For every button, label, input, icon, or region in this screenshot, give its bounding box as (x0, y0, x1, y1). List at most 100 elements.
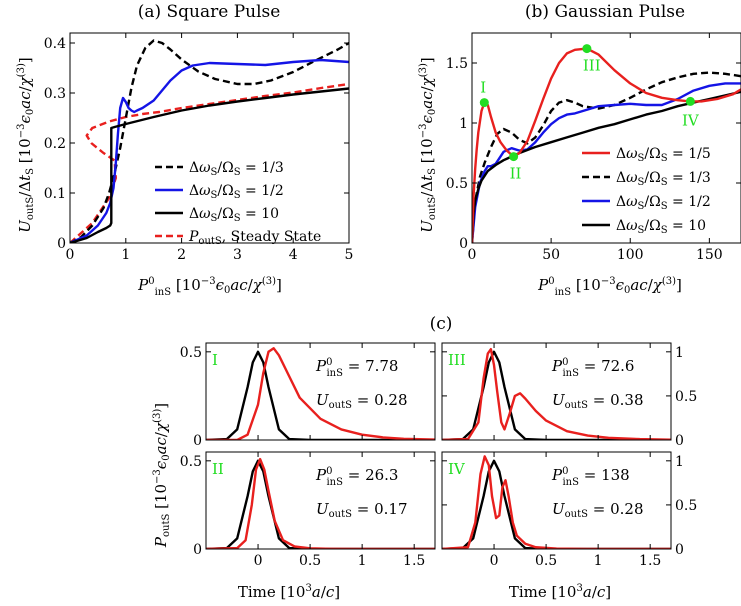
chart-b-frame (471, 32, 741, 244)
chart-c-p-in-annotation: P0 inS = 7.78 (315, 357, 398, 379)
chart-a-xlabel: P0inS [10−3ϵ0ac/χ(3)] (137, 276, 282, 298)
chart-c-II-ytick-label: 0 (193, 542, 202, 558)
chart-b-xtick-label: 150 (696, 247, 723, 263)
chart-b-series-line (472, 47, 741, 243)
chart-c-p-in-annotation: P0 inS = 72.6 (551, 357, 634, 379)
chart-b-legend-label: ΔωS/ΩS = 1/5 (616, 146, 711, 164)
chart-b-series-line (472, 90, 741, 243)
chart-c-II-xtick-label: 1 (358, 553, 367, 569)
chart-c-II-ytick-label: 0.5 (180, 454, 202, 470)
chart-c-title: (c) (430, 314, 453, 334)
chart-a-legend: ΔωS/ΩS = 1/3 ΔωS/ΩS = 1/2 ΔωS/ΩS = 10 PoutS… (155, 160, 321, 247)
chart-c-p-in-annotation: P0 inS = 26.3 (315, 466, 398, 488)
chart-c-IV-xtick-label: 1.5 (639, 553, 661, 569)
chart-c-u-out-annotation: UoutS = 0.17 (316, 500, 408, 520)
chart-b-series-line (472, 71, 741, 243)
chart-a-xtick-label: 5 (345, 247, 354, 263)
chart-c-input-pulse-line (206, 459, 435, 549)
chart-b-xtick-label: 100 (617, 247, 644, 263)
chart-b-ytick-label: 1.5 (446, 56, 468, 72)
chart-b-ytick-label: 0.5 (446, 176, 468, 192)
chart-c-u-out-annotation: UoutS = 0.38 (552, 391, 644, 411)
chart-a-ytick-label: 0.3 (44, 86, 66, 102)
chart-c-subplot-label: II (212, 460, 224, 478)
chart-a-xtick-label: 1 (121, 247, 130, 263)
chart-b-series-line (472, 82, 741, 243)
chart-b-marker (479, 98, 489, 108)
chart-a-ytick-label: 0 (57, 236, 66, 252)
chart-c-I-ytick-label: 0 (193, 433, 202, 449)
chart-c-subplot-I: 0 0.5 I P0 inS = 7.78 UoutS = 0.28 (180, 342, 436, 449)
chart-b-legend: ΔωS/ΩS = 1/5 ΔωS/ΩS = 1/3 ΔωS/ΩS = 1/2 ΔωS/… (576, 138, 735, 238)
chart-a-ytick-label: 0.1 (44, 186, 66, 202)
chart-a-legend-label: ΔωS/ΩS = 1/3 (189, 160, 284, 178)
chart-c-input-pulse-line (206, 350, 435, 440)
chart-c-subplot-series (442, 348, 671, 440)
chart-c-subplot-background (442, 343, 671, 440)
chart-a-series-line (70, 39, 349, 243)
chart-c-IV-xtick-label: 0.5 (535, 553, 557, 569)
chart-b-xlabel: P0inS [10−3ϵ0ac/χ(3)] (537, 276, 682, 298)
chart-a-plot (69, 32, 350, 244)
chart-c-IV-xtick-label: 0 (490, 553, 499, 569)
chart-b-marker (685, 96, 695, 106)
chart-c-output-pulse-line (442, 348, 671, 440)
chart-c-IV-ytick-label: 0 (675, 542, 684, 558)
chart-c-subplot-IV: 0 0.5 1 1.5 0 0.5 1 IV P0 inS = 138 UoutS = 0.28 (441, 451, 697, 569)
chart-c-xlabel-left: Time [103a/c] (238, 583, 340, 601)
chart-b-legend-bg (576, 138, 735, 238)
chart-b-series (472, 44, 741, 243)
chart-c-II-xtick-label: 0 (254, 553, 263, 569)
chart-a-xtick-label: 0 (66, 247, 75, 263)
chart-b-legend-label: ΔωS/ΩS = 1/3 (616, 170, 711, 188)
chart-c-II-xtick-label: 0.5 (299, 553, 321, 569)
chart-b-xtick-label: 50 (542, 247, 560, 263)
chart-a-legend-label: ΔωS/ΩS = 1/2 (189, 183, 284, 201)
chart-a-xtick-label: 2 (177, 247, 186, 263)
chart-a: (a) Square Pulse 0 1 2 3 4 5 0 0.1 0.2 0.3 0.4 P0i… (16, 2, 353, 298)
chart-c-plot: 0 0.5 I P0 inS = 7.78 UoutS = 0.28 0 0.5 1 III P0 i… (180, 342, 697, 569)
chart-b-ticks: 0 50 100 150 0 0.5 1 1.5 (446, 33, 741, 263)
chart-c-subplot-background (442, 452, 671, 549)
chart-b-marker-label: IV (682, 111, 700, 129)
chart-c-ylabel: PoutS [10−3ϵ0ac/χ(3)] (152, 403, 172, 548)
chart-c-u-out-annotation: UoutS = 0.28 (316, 391, 408, 411)
chart-b-title: (b) Gaussian Pulse (525, 2, 685, 22)
chart-c-subplot-background (206, 452, 435, 549)
chart-b-marker (582, 44, 592, 54)
chart-c-subplot-series (206, 347, 435, 440)
chart-c-input-pulse-line (442, 459, 671, 549)
chart-a-ytick-label: 0.4 (44, 36, 66, 52)
chart-c-subplot-II: 0 0.5 1 1.5 0 0.5 II P0 inS = 26.3 UoutS = 0.17 (180, 451, 436, 569)
chart-b-xtick-label: 0 (468, 247, 477, 263)
chart-c-subplot-frame (205, 342, 436, 441)
chart-c-xlabel-right: Time [103a/c] (509, 583, 611, 601)
chart-b-ytick-label: 0 (459, 236, 468, 252)
chart-c-III-ytick-label: 1 (675, 345, 684, 361)
chart-a-ytick-label: 0.2 (44, 136, 66, 152)
chart-c-subplot-frame (441, 342, 672, 441)
chart-c-u-out-annotation: UoutS = 0.28 (552, 500, 644, 520)
chart-c: (c) 0 0.5 I P0 inS = 7.78 UoutS = 0.28 0 0.5 1 II… (152, 314, 697, 601)
chart-a-series (70, 39, 349, 243)
chart-a-legend-label: ΔωS/ΩS = 10 (189, 206, 279, 224)
chart-c-subplot-series (442, 455, 671, 549)
chart-c-subplot-frame (205, 451, 436, 550)
chart-c-III-ytick-label: 0 (675, 433, 684, 449)
chart-c-subplot-III: 0 0.5 1 III P0 inS = 72.6 UoutS = 0.38 (441, 342, 697, 449)
chart-b-marker-label: II (510, 165, 522, 183)
chart-c-IV-ytick-label: 0.5 (675, 498, 697, 514)
chart-a-xtick-label: 4 (289, 247, 298, 263)
chart-c-subplot-label: I (212, 351, 218, 369)
chart-b-marker-label: I (480, 79, 486, 97)
chart-b-ytick-label: 1 (459, 116, 468, 132)
chart-c-subplot-label: III (448, 351, 466, 369)
chart-c-input-pulse-line (442, 350, 671, 440)
chart-c-output-pulse-line (442, 455, 671, 549)
chart-c-subplot-frame (441, 451, 672, 550)
chart-b-legend-label: ΔωS/ΩS = 1/2 (616, 194, 711, 212)
chart-a-xtick-label: 3 (233, 247, 242, 263)
chart-c-II-xtick-label: 1.5 (403, 553, 425, 569)
